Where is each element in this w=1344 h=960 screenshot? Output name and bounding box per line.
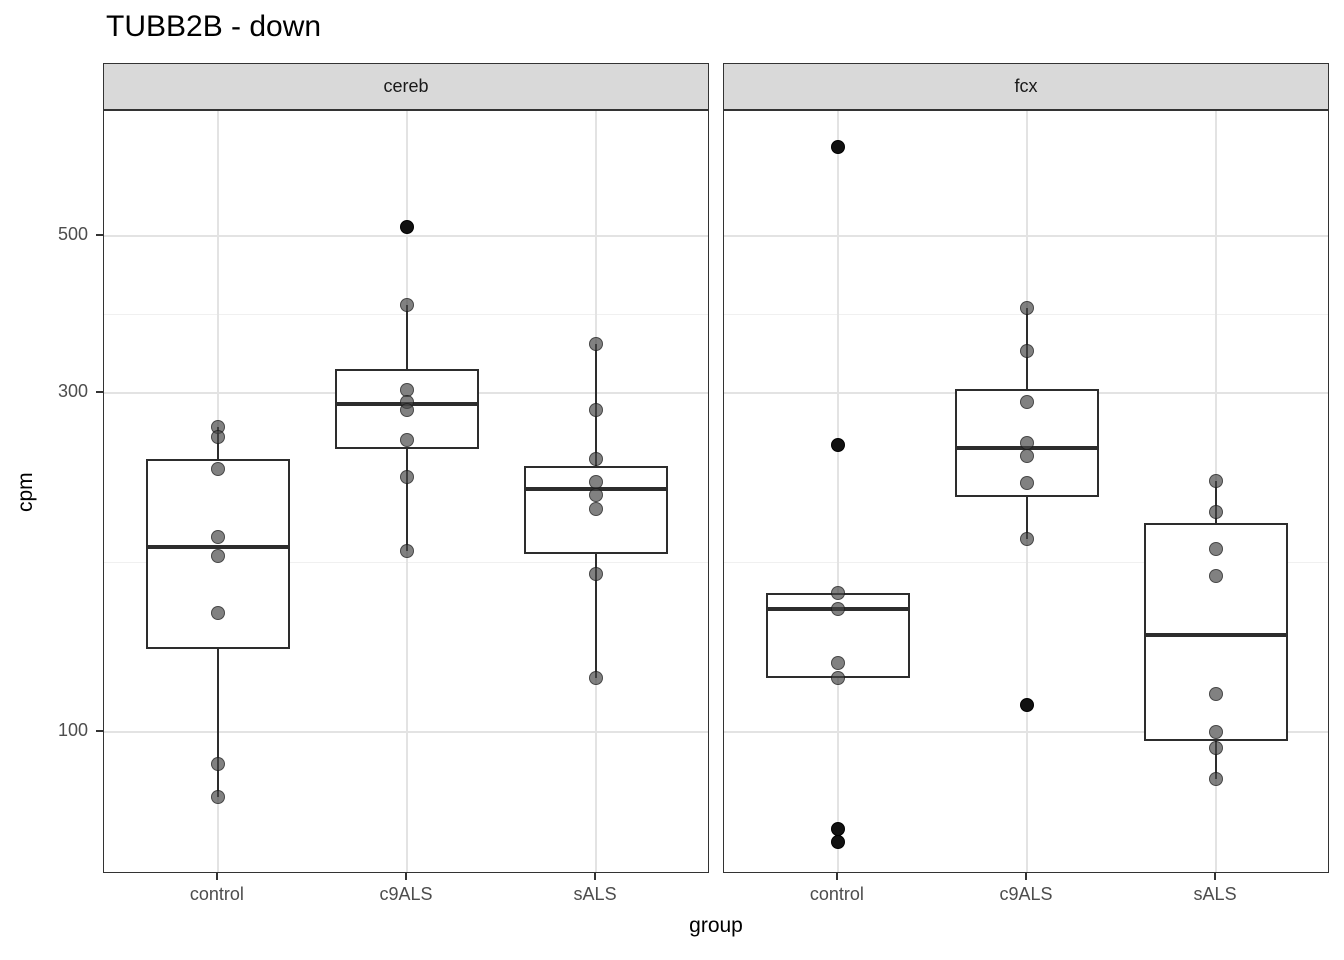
y-tick-label: 100	[57, 720, 88, 740]
chart-title: TUBB2B - down	[106, 10, 322, 43]
data-point	[1020, 301, 1034, 316]
whisker-lower	[1026, 497, 1028, 539]
data-point	[210, 430, 225, 445]
whisker-lower	[1215, 741, 1218, 779]
data-point	[210, 548, 225, 563]
x-tick-mark	[215, 873, 218, 880]
box-fcx-sALS	[1144, 522, 1289, 742]
data-point	[210, 789, 225, 804]
data-point	[589, 474, 604, 489]
x-tick-mark	[594, 873, 597, 880]
x-tick-mark	[1214, 873, 1217, 880]
x-tick-mark	[835, 873, 838, 880]
y-tick-mark	[96, 730, 103, 732]
data-point	[1020, 476, 1034, 491]
whisker-lower	[216, 648, 219, 797]
x-axis-title: group	[689, 914, 743, 937]
facet-strip-fcx: fcx	[723, 63, 1329, 110]
data-point	[1209, 687, 1224, 702]
data-point	[400, 543, 414, 558]
data-point	[210, 757, 225, 772]
whisker-upper	[406, 304, 408, 369]
median-line	[145, 545, 290, 550]
outlier-point	[400, 219, 414, 234]
outlier-point	[1020, 698, 1034, 713]
whisker-lower	[595, 554, 598, 679]
x-tick-label: sALS	[1193, 884, 1237, 904]
data-point	[830, 585, 845, 600]
facet-panel-fcx	[723, 110, 1329, 873]
data-point	[210, 530, 225, 545]
data-point	[1209, 725, 1224, 739]
data-point	[1020, 344, 1034, 359]
data-point	[589, 502, 604, 517]
data-point	[1209, 771, 1224, 786]
outlier-point	[830, 437, 845, 452]
data-point	[400, 432, 414, 447]
y-axis-title: cpm	[14, 471, 37, 512]
data-point	[589, 487, 604, 502]
data-point	[1209, 568, 1224, 583]
whisker-lower	[406, 449, 408, 551]
x-tick-label: c9ALS	[999, 884, 1053, 904]
outlier-point	[830, 822, 845, 837]
data-point	[589, 452, 604, 467]
y-tick-mark	[96, 391, 103, 394]
data-point	[589, 403, 604, 418]
data-point	[1209, 740, 1224, 755]
data-point	[1209, 542, 1224, 557]
x-tick-label: sALS	[573, 884, 617, 904]
data-point	[400, 469, 414, 484]
data-point	[210, 606, 225, 621]
y-tick-label: 300	[57, 381, 88, 402]
data-point	[1020, 448, 1034, 463]
data-point	[589, 336, 604, 351]
data-point	[830, 671, 845, 686]
data-point	[400, 297, 414, 312]
y-tick-mark	[96, 233, 103, 236]
facet-strip-label: fcx	[1014, 76, 1038, 96]
x-tick-label: control	[809, 884, 864, 904]
outlier-point	[830, 140, 845, 155]
gridline-vertical-control	[836, 111, 839, 872]
data-point	[589, 671, 604, 686]
data-point	[210, 461, 225, 476]
data-point	[589, 566, 604, 581]
data-point	[400, 403, 414, 418]
facet-strip-cereb: cereb	[103, 63, 709, 110]
x-tick-label: control	[189, 884, 244, 904]
data-point	[1020, 531, 1034, 546]
facet-strip-label: cereb	[383, 76, 429, 96]
outlier-point	[830, 834, 845, 849]
data-point	[1209, 505, 1224, 520]
x-tick-mark	[405, 873, 407, 880]
data-point	[830, 602, 845, 617]
y-tick-label: 500	[57, 223, 88, 244]
facet-panel-cereb	[103, 110, 709, 873]
whisker-upper	[1215, 480, 1218, 523]
data-point	[830, 656, 845, 671]
data-point	[1020, 394, 1034, 409]
x-tick-label: c9ALS	[379, 884, 433, 904]
data-point	[1209, 473, 1224, 488]
median-line	[1144, 632, 1289, 637]
x-tick-mark	[1025, 873, 1027, 880]
